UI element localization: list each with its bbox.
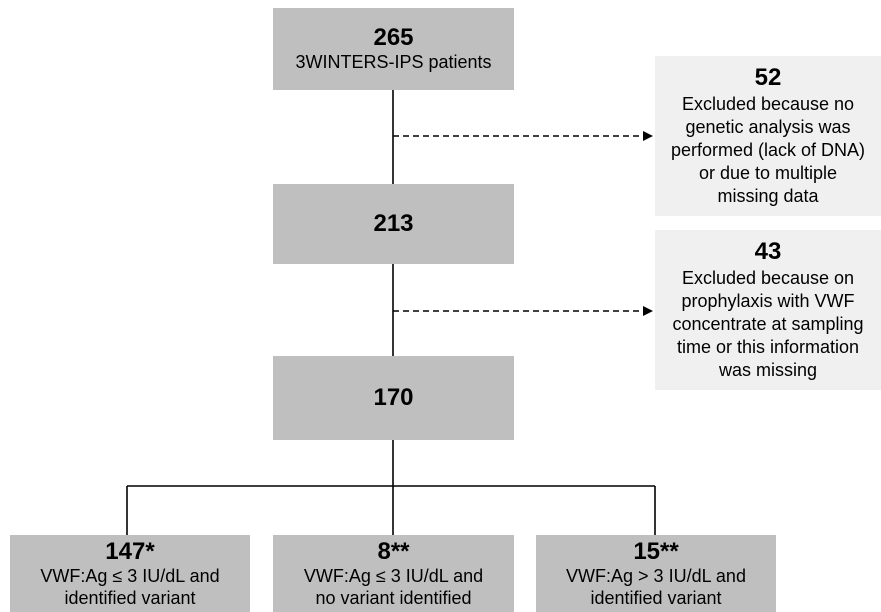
exclusion-52-line-5: missing data (717, 185, 819, 206)
outcome-box-15: 15** VWF:Ag > 3 IU/dL and identified var… (536, 535, 776, 612)
exclusion-43-line-3: concentrate at sampling (672, 313, 864, 334)
outcome-15-count: 15** (633, 538, 679, 565)
outcome-147-line-2: identified variant (64, 588, 196, 608)
box-170-count: 170 (373, 384, 414, 411)
outcome-15-line-2: identified variant (590, 588, 722, 608)
exclusion-43-line-5: was missing (718, 359, 818, 380)
outcome-15-line-1: VWF:Ag > 3 IU/dL and (566, 566, 746, 586)
box-265-patients: 265 3WINTERS-IPS patients (273, 8, 514, 90)
exclusion-43-line-4: time or this information (676, 336, 860, 357)
outcome-147-line-1: VWF:Ag ≤ 3 IU/dL and (40, 566, 220, 586)
box-213-count: 213 (373, 210, 414, 237)
exclusion-52-count: 52 (754, 63, 782, 91)
exclusion-43-line-2: prophylaxis with VWF (681, 290, 855, 311)
exclusion-43-count: 43 (754, 237, 782, 265)
exclusion-52-line-1: Excluded because no (681, 93, 855, 114)
exclusion-52-line-4: or due to multiple (698, 162, 838, 183)
exclusion-box-43: 43 Excluded because on prophylaxis with … (655, 230, 881, 390)
box-265-count: 265 (373, 24, 414, 51)
exclusion-52-line-2: genetic analysis was (685, 116, 851, 137)
exclusion-52-line-3: performed (lack of DNA) (670, 139, 866, 160)
box-265-label: 3WINTERS-IPS patients (295, 52, 492, 72)
box-170: 170 (273, 356, 514, 440)
outcome-8-line-1: VWF:Ag ≤ 3 IU/dL and (303, 566, 484, 586)
outcome-box-147: 147* VWF:Ag ≤ 3 IU/dL and identified var… (10, 535, 250, 612)
outcome-147-count: 147* (105, 538, 155, 565)
outcome-8-count: 8** (377, 538, 410, 565)
outcome-8-line-2: no variant identified (315, 588, 472, 608)
outcome-box-8: 8** VWF:Ag ≤ 3 IU/dL and no variant iden… (273, 535, 514, 612)
exclusion-box-52: 52 Excluded because no genetic analysis … (655, 56, 881, 216)
box-213: 213 (273, 184, 514, 264)
exclusion-43-line-1: Excluded because on (681, 267, 855, 288)
